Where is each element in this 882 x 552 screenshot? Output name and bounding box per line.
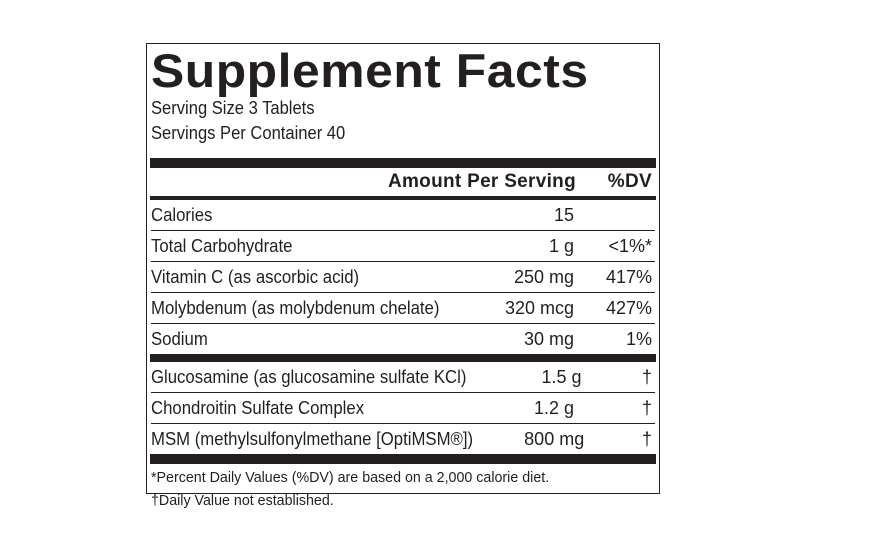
ingredient-row: MSM (methylsulfonylmethane [OptiMSM®]) 8…	[151, 424, 655, 454]
thick-divider	[150, 158, 656, 168]
nutrient-dv: 1%	[625, 328, 652, 349]
serving-size: Serving Size 3 Tablets	[151, 98, 315, 118]
nutrient-dv: 427%	[605, 297, 652, 318]
nutrient-row: Calories 15	[151, 200, 655, 231]
ingredient-dv: †	[641, 428, 652, 449]
section-divider	[150, 354, 656, 362]
ingredient-amount: 1.5 g	[541, 366, 582, 387]
spacer	[151, 146, 655, 158]
ingredient-name: Glucosamine (as glucosamine sulfate KCl)	[151, 366, 467, 387]
servings-per-container: Servings Per Container 40	[151, 123, 346, 143]
column-header-row: Amount Per Serving %DV	[151, 168, 655, 196]
header-dv: %DV	[607, 171, 652, 192]
nutrient-dv: 417%	[605, 266, 652, 287]
ingredient-amount: 1.2 g	[533, 397, 574, 418]
footnotes: *Percent Daily Values (%DV) are based on…	[151, 464, 630, 512]
nutrient-row: Total Carbohydrate 1 g <1%*	[151, 231, 655, 262]
nutrient-row: Molybdenum (as molybdenum chelate) 320 m…	[151, 293, 655, 324]
nutrient-amount: 320 mcg	[504, 297, 574, 318]
nutrient-row: Vitamin C (as ascorbic acid) 250 mg 417%	[151, 262, 655, 293]
nutrient-amount: 15	[553, 204, 574, 225]
header-amount-per-serving: Amount Per Serving	[387, 171, 576, 192]
footnote-dagger: †Daily Value not established.	[151, 492, 334, 509]
nutrient-name: Vitamin C (as ascorbic acid)	[151, 266, 360, 287]
nutrient-name: Molybdenum (as molybdenum chelate)	[151, 297, 440, 318]
ingredient-row: Glucosamine (as glucosamine sulfate KCl)…	[151, 362, 655, 393]
panel-title: Supplement Facts	[151, 44, 589, 97]
ingredient-amount: 800 mg	[524, 428, 585, 449]
nutrient-amount: 250 mg	[513, 266, 574, 287]
nutrient-name: Calories	[151, 204, 213, 225]
thick-divider-bottom	[150, 454, 656, 464]
nutrient-name: Sodium	[151, 328, 208, 349]
ingredient-dv: †	[641, 366, 652, 387]
thin-divider	[150, 196, 656, 200]
supplement-facts-panel: Supplement Facts Serving Size 3 Tablets …	[146, 43, 660, 509]
nutrient-name: Total Carbohydrate	[151, 235, 293, 256]
ingredient-dv: †	[641, 397, 652, 418]
ingredient-name: Chondroitin Sulfate Complex	[151, 397, 365, 418]
nutrient-dv: <1%*	[608, 235, 652, 256]
nutrient-amount: 1 g	[548, 235, 574, 256]
nutrient-row: Sodium 30 mg 1%	[151, 324, 655, 354]
ingredient-row: Chondroitin Sulfate Complex 1.2 g †	[151, 393, 655, 424]
nutrient-amount: 30 mg	[523, 328, 574, 349]
ingredient-name: MSM (methylsulfonylmethane [OptiMSM®])	[151, 428, 474, 449]
footnote-dv: *Percent Daily Values (%DV) are based on…	[151, 469, 550, 486]
